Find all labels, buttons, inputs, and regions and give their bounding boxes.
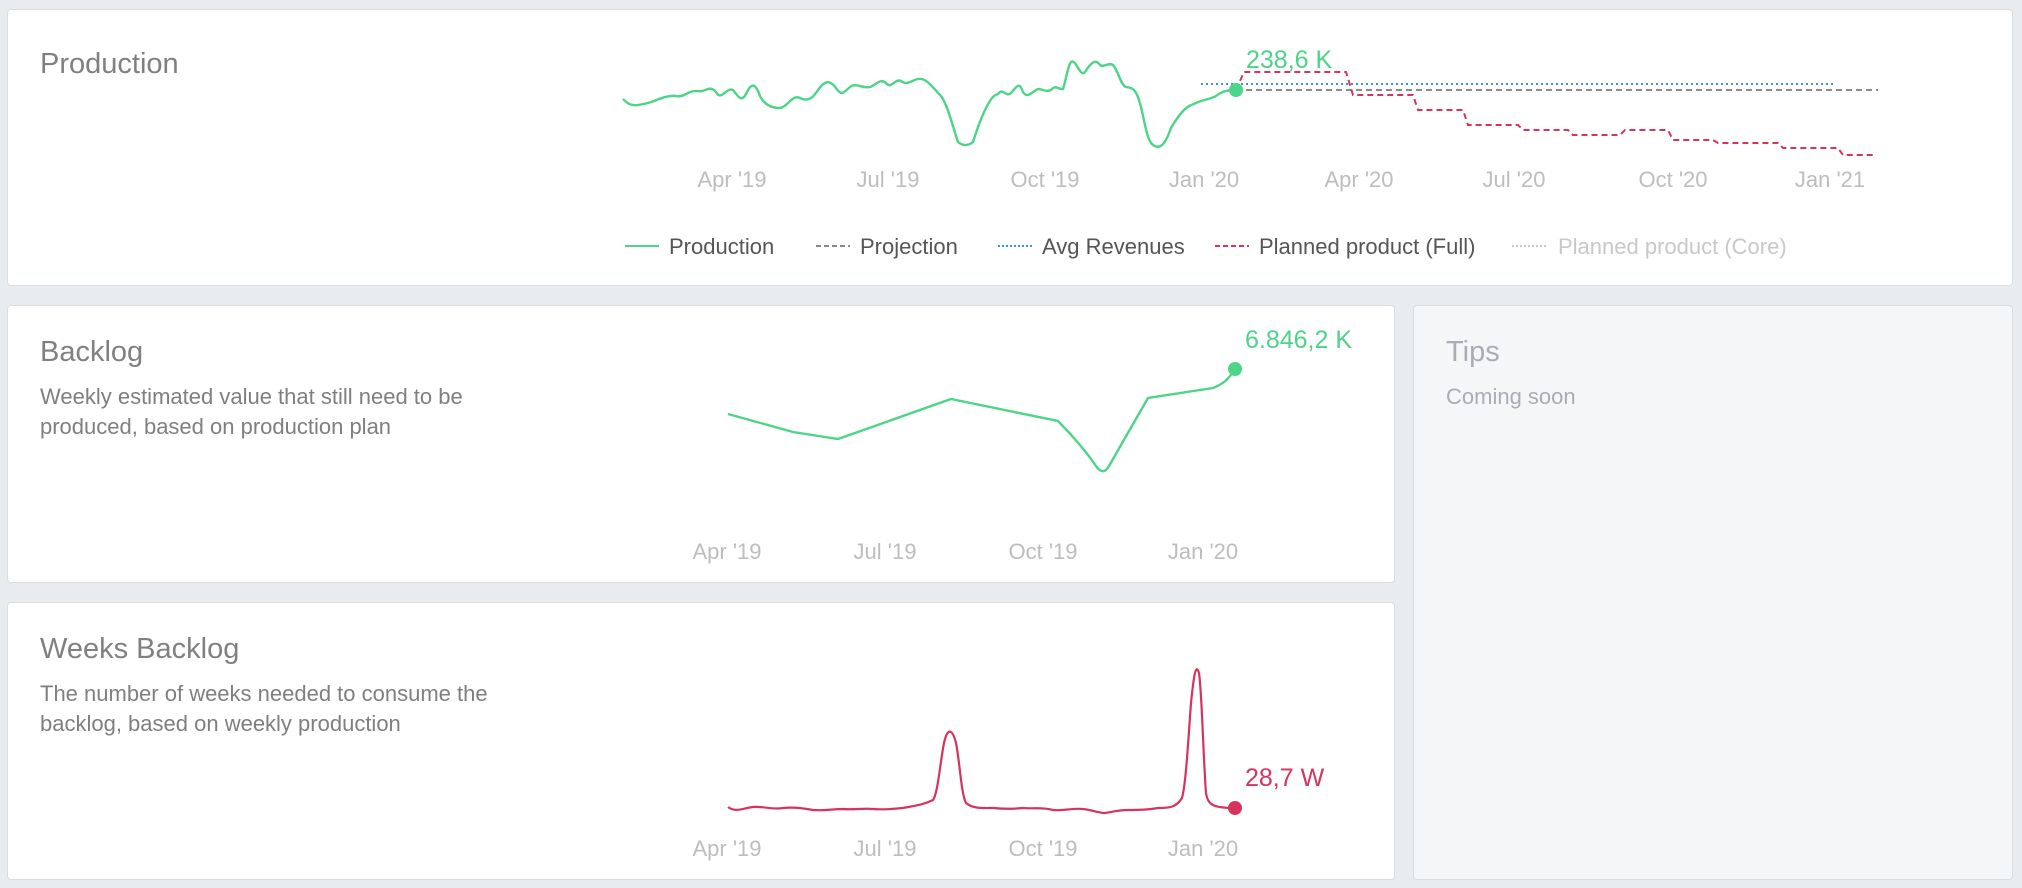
weeks-backlog-tick: Oct '19 bbox=[1008, 836, 1077, 861]
backlog-tick: Jan '20 bbox=[1168, 539, 1238, 564]
production-last-point bbox=[1229, 83, 1243, 97]
weeks-backlog-tick: Apr '19 bbox=[692, 836, 761, 861]
weeks-backlog-tick: Jul '19 bbox=[854, 836, 917, 861]
backlog-description: Weekly estimated value that still need t… bbox=[40, 384, 463, 439]
production-tick: Apr '20 bbox=[1324, 167, 1393, 192]
legend-label: Planned product (Full) bbox=[1259, 234, 1475, 259]
weeks-backlog-last-value: 28,7 W bbox=[1245, 764, 1325, 792]
backlog-last-value: 6.846,2 K bbox=[1245, 326, 1352, 354]
legend-label: Planned product (Core) bbox=[1558, 234, 1787, 259]
weeks-backlog-chart: 28,7 W Apr '19 Jul '19 Oct '19 Jan '20 bbox=[692, 668, 1325, 861]
production-tick: Apr '19 bbox=[697, 167, 766, 192]
weeks-backlog-card: Weeks Backlog The number of weeks needed… bbox=[7, 602, 1395, 880]
weeks-backlog-last-point bbox=[1228, 801, 1242, 815]
backlog-tick: Oct '19 bbox=[1008, 539, 1077, 564]
legend-label: Projection bbox=[860, 234, 958, 259]
backlog-title: Backlog bbox=[40, 336, 144, 368]
production-title: Production bbox=[40, 48, 179, 80]
production-card: Production 238,6 K Apr '19 Jul '19 Oct '… bbox=[7, 9, 2013, 286]
backlog-x-axis: Apr '19 Jul '19 Oct '19 Jan '20 bbox=[692, 539, 1238, 564]
production-tick: Oct '20 bbox=[1638, 167, 1707, 192]
weeks-backlog-title: Weeks Backlog bbox=[40, 633, 240, 665]
weeks-backlog-x-axis: Apr '19 Jul '19 Oct '19 Jan '20 bbox=[692, 836, 1238, 861]
backlog-chart: 6.846,2 K Apr '19 Jul '19 Oct '19 Jan '2… bbox=[692, 326, 1352, 564]
backlog-tick: Jul '19 bbox=[854, 539, 917, 564]
backlog-last-point bbox=[1228, 362, 1242, 376]
production-tick: Jan '20 bbox=[1169, 167, 1239, 192]
production-x-axis: Apr '19 Jul '19 Oct '19 Jan '20 Apr '20 … bbox=[697, 167, 1865, 192]
production-line bbox=[622, 60, 1237, 149]
production-last-value: 238,6 K bbox=[1246, 46, 1333, 74]
production-chart: 238,6 K Apr '19 Jul '19 Oct '19 Jan '20 … bbox=[622, 46, 1878, 259]
tips-description: Coming soon bbox=[1446, 384, 1576, 409]
legend-item-production[interactable]: Production bbox=[625, 234, 774, 259]
planned-full-line bbox=[1235, 71, 1873, 156]
legend-label: Avg Revenues bbox=[1042, 234, 1185, 259]
production-tick: Oct '19 bbox=[1010, 167, 1079, 192]
legend-item-avg-revenues[interactable]: Avg Revenues bbox=[998, 234, 1185, 259]
legend-item-planned-core[interactable]: Planned product (Core) bbox=[1512, 234, 1787, 259]
production-tick: Jul '19 bbox=[857, 167, 920, 192]
production-tick: Jul '20 bbox=[1483, 167, 1546, 192]
production-tick: Jan '21 bbox=[1795, 167, 1865, 192]
weeks-backlog-description: The number of weeks needed to consume th… bbox=[40, 681, 488, 736]
legend-item-planned-full[interactable]: Planned product (Full) bbox=[1215, 234, 1475, 259]
weeks-backlog-line bbox=[727, 668, 1236, 815]
backlog-tick: Apr '19 bbox=[692, 539, 761, 564]
tips-card: Tips Coming soon bbox=[1413, 305, 2013, 880]
legend-item-projection[interactable]: Projection bbox=[816, 234, 958, 259]
tips-title: Tips bbox=[1446, 336, 1500, 368]
legend-label: Production bbox=[669, 234, 774, 259]
backlog-card: Backlog Weekly estimated value that stil… bbox=[7, 305, 1395, 583]
production-legend: Production Projection Avg Revenues Plann… bbox=[625, 234, 1787, 259]
backlog-line bbox=[727, 368, 1237, 473]
weeks-backlog-tick: Jan '20 bbox=[1168, 836, 1238, 861]
